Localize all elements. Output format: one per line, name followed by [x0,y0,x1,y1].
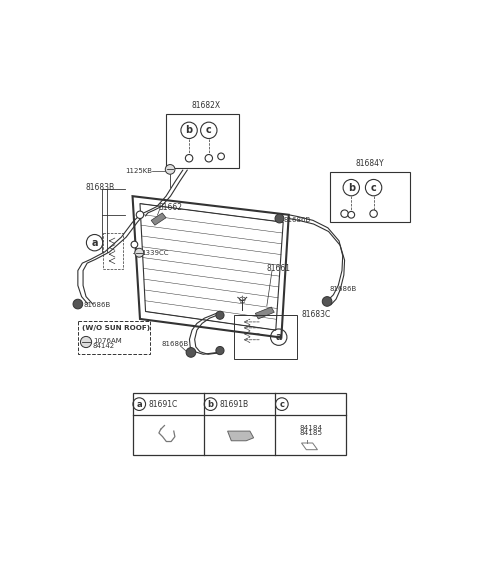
Text: 81686B: 81686B [284,218,311,223]
Text: 84185: 84185 [299,430,323,436]
Text: ♔: ♔ [238,295,247,305]
Text: 1125KB: 1125KB [125,168,152,174]
Text: b: b [186,125,192,135]
Text: 81684Y: 81684Y [355,158,384,168]
Text: (W/O SUN ROOF): (W/O SUN ROOF) [83,325,150,331]
Bar [234,315,297,359]
Text: 1076AM: 1076AM [93,338,121,344]
Text: a: a [91,238,98,248]
Circle shape [73,299,83,309]
Circle shape [186,347,196,357]
Text: 81691B: 81691B [220,400,249,409]
Text: 84184: 84184 [299,425,323,431]
Circle shape [81,336,92,347]
Text: 81686B: 81686B [161,341,189,347]
Circle shape [205,154,213,162]
Polygon shape [301,443,317,450]
Text: 81683B: 81683B [85,183,114,193]
Bar [330,172,409,222]
Circle shape [348,212,355,218]
Bar [166,114,239,168]
Bar [132,393,347,455]
Text: 81686B: 81686B [330,286,357,292]
Circle shape [131,241,138,248]
Text: 81683C: 81683C [301,310,330,319]
Text: 81691C: 81691C [148,400,178,409]
Circle shape [322,296,332,306]
Circle shape [218,153,225,160]
Polygon shape [228,431,253,441]
Text: 81661: 81661 [266,264,290,273]
Text: a: a [276,332,282,342]
Circle shape [341,210,348,218]
Text: 84142: 84142 [93,343,115,349]
Text: 81682X: 81682X [192,101,221,110]
Text: b: b [207,400,214,409]
Circle shape [165,165,175,174]
Text: 81662: 81662 [158,203,182,212]
Text: b: b [348,183,355,193]
Polygon shape [151,213,166,225]
Text: c: c [371,183,376,193]
Text: 81686B: 81686B [84,302,111,308]
Text: 1339CC: 1339CC [141,250,168,256]
Circle shape [216,311,224,320]
Circle shape [135,248,144,257]
Polygon shape [255,307,274,319]
Circle shape [370,210,377,218]
Circle shape [216,346,224,354]
Text: c: c [279,400,284,409]
Circle shape [136,211,144,219]
Text: a: a [136,400,142,409]
Circle shape [275,214,284,223]
Text: c: c [206,125,212,135]
Circle shape [185,154,193,162]
